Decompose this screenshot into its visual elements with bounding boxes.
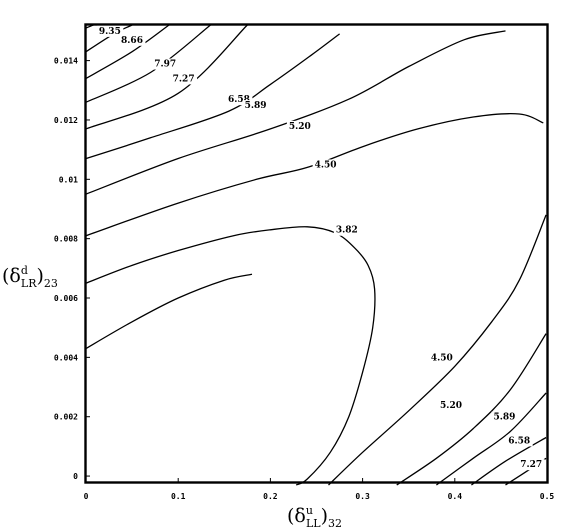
x-axis-label-tail: 32 — [328, 517, 342, 530]
y-axis-label-base: (δ — [2, 265, 21, 287]
tick-group: 0 0.1 0.2 0.3 0.4 0.5 0 0.002 0.004 0.006 0.008 0.0… — [54, 57, 555, 501]
contour-label: 3.82 — [336, 226, 358, 236]
contour-label-bg — [506, 435, 533, 447]
contour-line-4.50 — [85, 273, 253, 350]
contour-label: 6.58 — [508, 436, 530, 446]
y-tick-label: 0.008 — [54, 235, 78, 244]
contour-line-6.58 — [471, 436, 547, 486]
y-axis-label-sup: d — [21, 264, 28, 277]
contour-line-5.20 — [85, 30, 506, 195]
y-axis-label-tail: 23 — [44, 277, 58, 290]
contour-label: 4.50 — [431, 353, 453, 363]
contour-label-bg — [518, 459, 545, 471]
contour-line-5.20 — [396, 333, 547, 486]
contour-label-bg — [333, 224, 361, 236]
y-tick-label: 0 — [73, 472, 78, 481]
contour-label: 9.35 — [99, 27, 121, 37]
contour-labels: 9.358.667.977.276.585.895.204.503.824.50… — [96, 25, 545, 471]
contour-label: 8.66 — [121, 36, 143, 46]
contour-line-4.50 — [85, 113, 544, 237]
contour-label-bg — [170, 73, 198, 85]
contour-label-bg — [491, 411, 518, 423]
y-tick-label: 0.004 — [54, 353, 78, 362]
contour-label: 5.89 — [494, 413, 516, 423]
contour-label: 7.27 — [173, 74, 195, 84]
y-axis-label: (δd LR)23 — [2, 264, 58, 290]
y-tick-label: 0.006 — [54, 294, 78, 303]
y-axis-label-sub: LR — [21, 277, 37, 290]
contour-label: 7.97 — [154, 60, 176, 70]
contour-label-bg — [312, 159, 340, 171]
contour-label-bg — [96, 25, 124, 37]
contour-label: 7.27 — [520, 460, 542, 470]
x-axis-label-sup: u — [306, 504, 313, 517]
contour-label-bg — [438, 399, 465, 411]
contour-line-3.82 — [85, 226, 376, 486]
contour-line-7.97 — [85, 24, 170, 79]
x-tick-label: 0 — [84, 492, 89, 501]
contour-label: 5.20 — [289, 122, 311, 132]
plot-frame — [84, 23, 549, 484]
x-tick-label: 0.1 — [171, 492, 186, 501]
contour-label-bg — [428, 352, 456, 364]
x-tick-label: 0.5 — [540, 492, 555, 501]
y-tick-label: 0.014 — [54, 57, 78, 66]
contour-label-bg — [152, 58, 179, 70]
x-tick-label: 0.2 — [263, 492, 278, 501]
y-tick-label: 0.01 — [59, 175, 78, 184]
contour-line-6.58 — [85, 24, 248, 130]
contour-label-bg — [119, 34, 146, 46]
y-axis-label-close: ) — [37, 265, 44, 287]
x-tick-label: 0.4 — [448, 492, 463, 501]
contour-label: 4.50 — [315, 160, 337, 170]
x-tick-label: 0.3 — [355, 492, 370, 501]
x-axis-label: (δu LL)32 — [287, 504, 342, 530]
contour-line-5.89 — [85, 33, 340, 160]
contour-label: 6.58 — [228, 95, 250, 105]
contour-line-5.89 — [436, 392, 547, 486]
contour-label-bg — [225, 94, 253, 106]
y-tick-label: 0.002 — [54, 413, 78, 422]
x-axis-label-sub: LL — [306, 517, 321, 530]
contour-lines — [85, 24, 547, 486]
contour-line-9.35 — [85, 24, 94, 29]
x-axis-label-base: (δ — [287, 505, 306, 527]
contour-line-4.50 — [328, 214, 547, 486]
y-tick-label: 0.012 — [54, 116, 78, 125]
contour-label-bg — [242, 100, 269, 112]
contour-label: 5.89 — [245, 101, 267, 111]
contour-label-bg — [286, 120, 314, 132]
contour-label: 5.20 — [440, 401, 462, 411]
contour-line-7.27 — [85, 24, 211, 103]
x-axis-label-close: ) — [321, 505, 328, 527]
